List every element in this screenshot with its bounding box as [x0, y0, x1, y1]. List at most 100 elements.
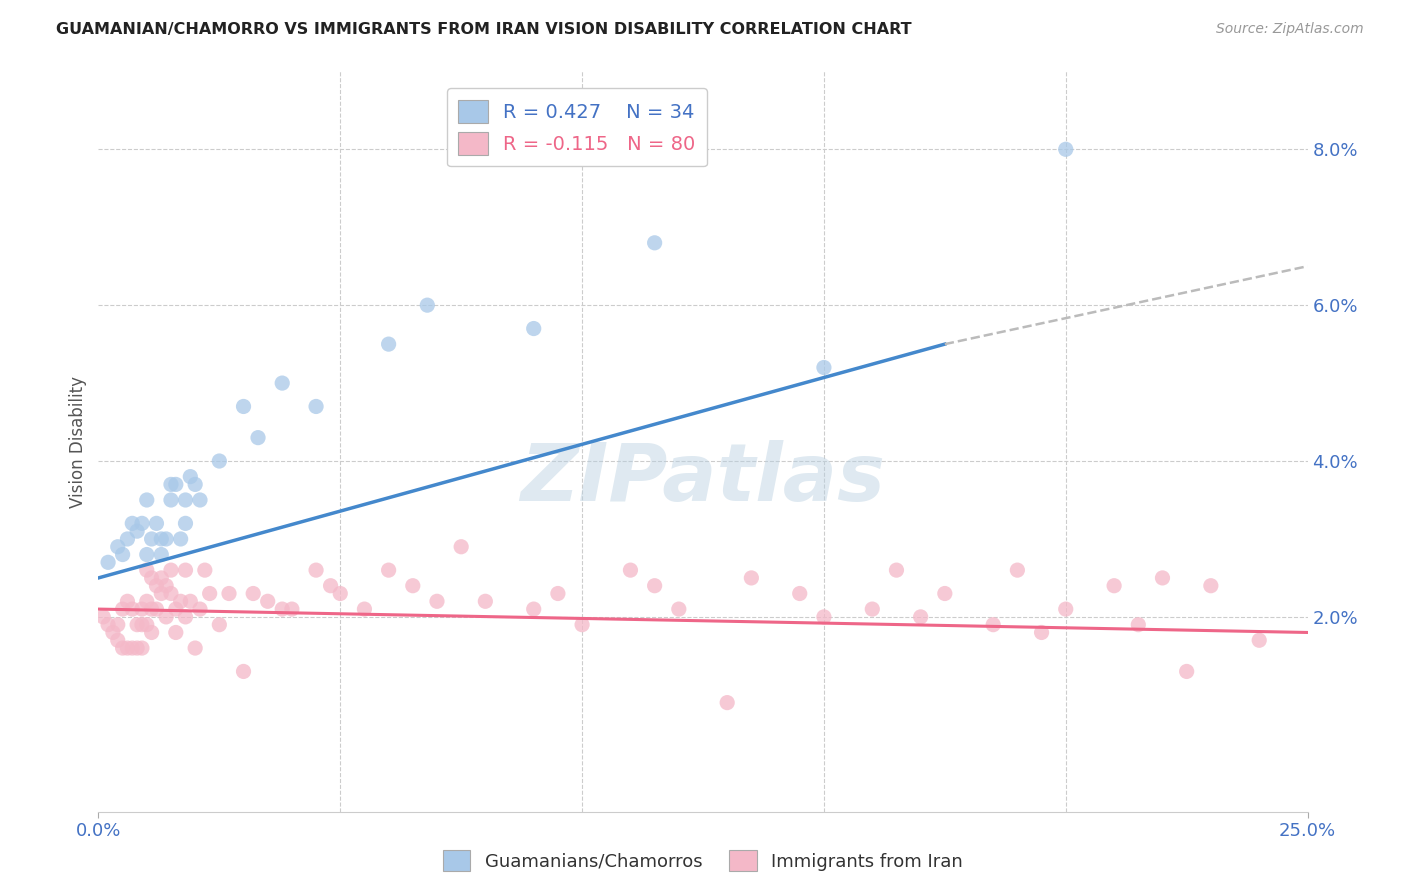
- Point: [121, 602, 143, 616]
- Point: [789, 586, 811, 600]
- Point: [131, 602, 153, 616]
- Point: [232, 400, 254, 414]
- Point: [145, 516, 167, 531]
- Point: [886, 563, 908, 577]
- Point: [668, 602, 690, 616]
- Point: [353, 602, 375, 616]
- Y-axis label: Vision Disability: Vision Disability: [69, 376, 87, 508]
- Point: [150, 586, 173, 600]
- Point: [232, 665, 254, 679]
- Point: [160, 563, 183, 577]
- Text: GUAMANIAN/CHAMORRO VS IMMIGRANTS FROM IRAN VISION DISABILITY CORRELATION CHART: GUAMANIAN/CHAMORRO VS IMMIGRANTS FROM IR…: [56, 22, 912, 37]
- Point: [198, 586, 221, 600]
- Point: [305, 400, 328, 414]
- Point: [107, 633, 129, 648]
- Point: [813, 360, 835, 375]
- Point: [910, 610, 932, 624]
- Point: [174, 610, 197, 624]
- Legend: Guamanians/Chamorros, Immigrants from Iran: Guamanians/Chamorros, Immigrants from Ir…: [436, 843, 970, 879]
- Point: [716, 696, 738, 710]
- Point: [111, 548, 134, 562]
- Point: [121, 641, 143, 656]
- Point: [160, 477, 183, 491]
- Point: [1199, 579, 1222, 593]
- Point: [1175, 665, 1198, 679]
- Point: [416, 298, 439, 312]
- Point: [97, 555, 120, 569]
- Point: [305, 563, 328, 577]
- Point: [208, 617, 231, 632]
- Point: [165, 477, 187, 491]
- Point: [135, 594, 157, 608]
- Point: [271, 602, 294, 616]
- Point: [547, 586, 569, 600]
- Point: [150, 548, 173, 562]
- Point: [117, 594, 139, 608]
- Point: [141, 532, 163, 546]
- Point: [377, 337, 399, 351]
- Point: [402, 579, 425, 593]
- Point: [174, 516, 197, 531]
- Point: [141, 571, 163, 585]
- Point: [174, 563, 197, 577]
- Point: [218, 586, 240, 600]
- Point: [165, 602, 187, 616]
- Point: [188, 493, 211, 508]
- Point: [1102, 579, 1125, 593]
- Point: [571, 617, 593, 632]
- Point: [121, 516, 143, 531]
- Point: [860, 602, 883, 616]
- Point: [247, 431, 270, 445]
- Point: [1249, 633, 1271, 648]
- Point: [135, 563, 157, 577]
- Point: [740, 571, 762, 585]
- Point: [160, 586, 183, 600]
- Point: [145, 579, 167, 593]
- Point: [1152, 571, 1174, 585]
- Point: [934, 586, 956, 600]
- Point: [179, 594, 201, 608]
- Point: [111, 641, 134, 656]
- Point: [131, 516, 153, 531]
- Point: [127, 524, 149, 538]
- Point: [117, 641, 139, 656]
- Point: [155, 532, 177, 546]
- Point: [450, 540, 472, 554]
- Point: [131, 617, 153, 632]
- Point: [179, 469, 201, 483]
- Point: [281, 602, 304, 616]
- Point: [256, 594, 278, 608]
- Point: [184, 477, 207, 491]
- Point: [169, 532, 191, 546]
- Point: [135, 493, 157, 508]
- Point: [135, 548, 157, 562]
- Point: [97, 617, 120, 632]
- Point: [135, 617, 157, 632]
- Legend: R = 0.427    N = 34, R = -0.115   N = 80: R = 0.427 N = 34, R = -0.115 N = 80: [447, 88, 707, 167]
- Point: [141, 625, 163, 640]
- Point: [160, 493, 183, 508]
- Point: [184, 641, 207, 656]
- Point: [91, 610, 114, 624]
- Point: [474, 594, 496, 608]
- Point: [242, 586, 264, 600]
- Point: [329, 586, 352, 600]
- Point: [165, 625, 187, 640]
- Point: [150, 571, 173, 585]
- Point: [150, 532, 173, 546]
- Text: ZIPatlas: ZIPatlas: [520, 440, 886, 517]
- Point: [101, 625, 124, 640]
- Point: [1007, 563, 1029, 577]
- Point: [141, 602, 163, 616]
- Point: [127, 617, 149, 632]
- Point: [523, 321, 546, 335]
- Point: [194, 563, 217, 577]
- Point: [188, 602, 211, 616]
- Point: [107, 540, 129, 554]
- Point: [1128, 617, 1150, 632]
- Point: [644, 235, 666, 250]
- Point: [127, 641, 149, 656]
- Point: [208, 454, 231, 468]
- Point: [169, 594, 191, 608]
- Point: [644, 579, 666, 593]
